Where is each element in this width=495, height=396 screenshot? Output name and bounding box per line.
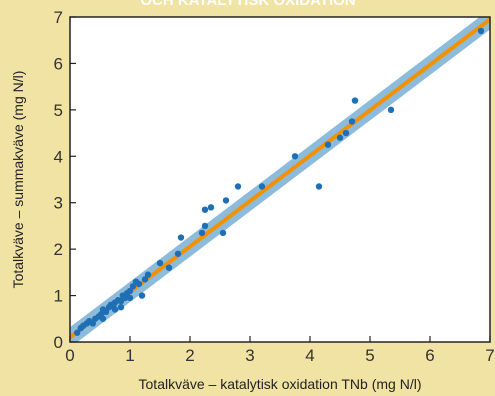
- data-point: [74, 329, 81, 336]
- data-point: [117, 303, 125, 311]
- data-point: [315, 183, 323, 190]
- x-axis-label: Totalkväve – katalytisk oxidation TNb (m…: [139, 376, 422, 392]
- x-tick-label: 4: [305, 346, 314, 365]
- data-point: [102, 308, 110, 316]
- data-point: [99, 315, 107, 322]
- x-tick-label: 1: [125, 346, 134, 365]
- data-point: [219, 229, 227, 237]
- data-point: [324, 141, 332, 148]
- x-tick-label: 6: [425, 346, 434, 365]
- y-axis: 0 1 2 3 4 5 6 7: [54, 8, 76, 352]
- y-tick-label: 0: [54, 333, 63, 352]
- data-point: [138, 292, 146, 299]
- data-point: [477, 27, 485, 35]
- y-tick-label: 6: [54, 54, 63, 73]
- chart-title-fragment: OCH KATALYTISK OXIDATION: [140, 0, 355, 9]
- x-tick-label: 3: [245, 346, 254, 365]
- data-point: [258, 183, 266, 190]
- data-point: [222, 197, 230, 204]
- data-point: [198, 229, 206, 237]
- data-point: [144, 271, 152, 278]
- data-point: [165, 264, 173, 271]
- plot-frame: [69, 16, 491, 343]
- data-point: [351, 97, 359, 104]
- x-tick-label: 5: [365, 346, 374, 365]
- data-point: [234, 183, 242, 190]
- data-point: [387, 106, 395, 114]
- x-tick-label: 7: [485, 346, 494, 365]
- data-point: [126, 294, 134, 302]
- data-point: [177, 234, 185, 241]
- data-point: [129, 283, 137, 290]
- x-axis: 0 1 2 3 4 5 6 7: [65, 336, 495, 365]
- x-tick-label: 2: [185, 346, 194, 365]
- data-point: [201, 222, 209, 230]
- y-tick-label: 3: [54, 194, 63, 213]
- data-point: [135, 280, 143, 288]
- data-point: [342, 129, 350, 137]
- data-point: [207, 204, 215, 211]
- data-point: [156, 259, 164, 267]
- y-tick-label: 5: [54, 101, 63, 120]
- data-point: [291, 153, 299, 160]
- data-point: [348, 118, 356, 125]
- y-axis-label: Totalkväve – summakväve (mg N/l): [10, 71, 26, 289]
- data-point: [111, 306, 119, 313]
- data-point: [336, 134, 344, 141]
- x-tick-label: 0: [65, 346, 74, 365]
- data-point: [174, 250, 182, 257]
- data-point: [126, 287, 134, 295]
- y-tick-label: 7: [54, 8, 63, 27]
- y-tick-label: 1: [54, 287, 63, 306]
- data-point: [141, 276, 149, 283]
- y-tick-label: 4: [54, 147, 63, 166]
- data-point: [201, 206, 209, 213]
- y-tick-label: 2: [54, 240, 63, 259]
